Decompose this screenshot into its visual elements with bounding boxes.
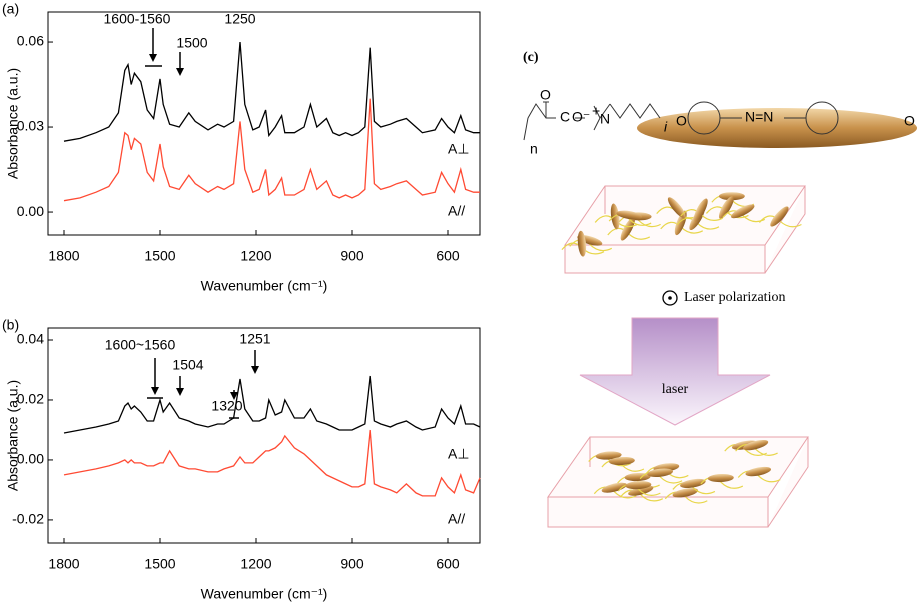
mesogen bbox=[601, 482, 627, 493]
polarization-icon-dot bbox=[668, 296, 672, 300]
annotation-arrowhead bbox=[251, 366, 259, 374]
peak-annotation: 1600~1560 bbox=[105, 337, 176, 353]
annotation-arrowhead bbox=[176, 68, 184, 76]
mesogen bbox=[620, 217, 635, 241]
polarization-label: Laser polarization bbox=[684, 290, 785, 305]
y-tick-label: 0.03 bbox=[17, 118, 44, 134]
mesogen bbox=[693, 198, 708, 222]
spectrum-line bbox=[63, 375, 481, 434]
film-box bbox=[547, 436, 809, 528]
film-box bbox=[561, 185, 806, 274]
mesogen bbox=[745, 466, 772, 477]
structure-atom: N=N bbox=[745, 109, 773, 125]
x-tick-label: 1200 bbox=[240, 248, 271, 264]
structure-atom: n bbox=[530, 141, 538, 157]
structure-atom: + bbox=[592, 103, 600, 119]
x-axis-label: Wavenumber (cm⁻¹) bbox=[201, 278, 328, 294]
mesogen bbox=[577, 230, 587, 257]
plot-frame bbox=[47, 11, 481, 236]
mesogen-ellipse bbox=[637, 108, 917, 148]
x-tick-label: 600 bbox=[436, 556, 460, 572]
y-axis-label: Absorbance (a.u.) bbox=[5, 380, 21, 491]
x-tick-label: 1800 bbox=[48, 556, 79, 572]
peak-annotation: 1504 bbox=[172, 357, 203, 373]
mesogen bbox=[707, 474, 734, 483]
mesogen bbox=[672, 488, 699, 498]
x-tick-label: 900 bbox=[340, 248, 364, 264]
x-tick-label: 1200 bbox=[240, 556, 271, 572]
x-tick-label: 1500 bbox=[144, 556, 175, 572]
series-label: A⊥ bbox=[448, 446, 470, 462]
laser-label: laser bbox=[662, 382, 689, 397]
structure-atom: O⁻ bbox=[572, 109, 590, 125]
structure-atom: N bbox=[600, 111, 610, 127]
y-tick-label: 0.06 bbox=[17, 33, 44, 49]
y-tick-label: 0.04 bbox=[17, 331, 44, 347]
x-tick-label: 1800 bbox=[48, 248, 79, 264]
diagram: (c) O C O⁻ + N n i O N=N O Laser polariz… bbox=[523, 50, 917, 528]
laser-arrow bbox=[579, 317, 771, 426]
peak-annotation: 1250 bbox=[224, 11, 255, 27]
mesogen bbox=[718, 196, 734, 219]
y-tick-label: -0.02 bbox=[12, 511, 44, 527]
structure-atom: O bbox=[904, 113, 915, 129]
annotation-arrowhead bbox=[151, 387, 159, 395]
y-axis-label: Absorbance (a.u.) bbox=[5, 68, 21, 179]
panel-label: (c) bbox=[523, 50, 539, 65]
series-label: A// bbox=[448, 203, 465, 219]
x-tick-label: 600 bbox=[436, 248, 460, 264]
mesogen bbox=[616, 210, 643, 220]
annotation-arrowhead bbox=[176, 388, 184, 396]
structure-atom: C bbox=[560, 109, 570, 125]
mesogen bbox=[608, 456, 635, 466]
panel-label: (a) bbox=[2, 1, 19, 17]
peak-annotation: 1600-1560 bbox=[104, 11, 171, 27]
spectrum-line bbox=[63, 429, 481, 497]
spectrum-line bbox=[63, 41, 480, 142]
mesogen bbox=[680, 478, 706, 488]
structure-atom: O bbox=[676, 113, 687, 129]
structure-bonds bbox=[523, 101, 839, 141]
y-tick-label: 0.00 bbox=[17, 451, 44, 467]
series-label: A// bbox=[448, 511, 465, 527]
mesogen bbox=[647, 468, 674, 477]
structure-atom: i bbox=[664, 119, 668, 135]
annotation-arrowhead bbox=[149, 54, 157, 62]
peak-annotation: 1500 bbox=[176, 35, 207, 51]
mesogen bbox=[625, 481, 652, 490]
series-label: A⊥ bbox=[448, 141, 470, 157]
mesogen bbox=[770, 206, 789, 227]
panel-label: (b) bbox=[2, 317, 19, 333]
y-tick-label: 0.00 bbox=[17, 203, 44, 219]
plot-frame bbox=[47, 327, 481, 544]
annotation-arrowhead bbox=[230, 392, 238, 400]
peak-annotation: 1251 bbox=[239, 331, 270, 347]
mesogen bbox=[731, 204, 755, 219]
x-axis-label: Wavenumber (cm⁻¹) bbox=[201, 586, 328, 602]
structure-atom: O bbox=[540, 87, 551, 103]
mesogen bbox=[595, 451, 622, 460]
mesogen bbox=[743, 439, 769, 451]
x-tick-label: 1500 bbox=[144, 248, 175, 264]
spectrum-line bbox=[63, 98, 480, 202]
x-tick-label: 900 bbox=[340, 556, 364, 572]
y-tick-label: 0.02 bbox=[17, 391, 44, 407]
polarization-icon bbox=[662, 290, 678, 306]
mesogen bbox=[667, 197, 686, 219]
peak-annotation: 1320 bbox=[211, 398, 242, 414]
